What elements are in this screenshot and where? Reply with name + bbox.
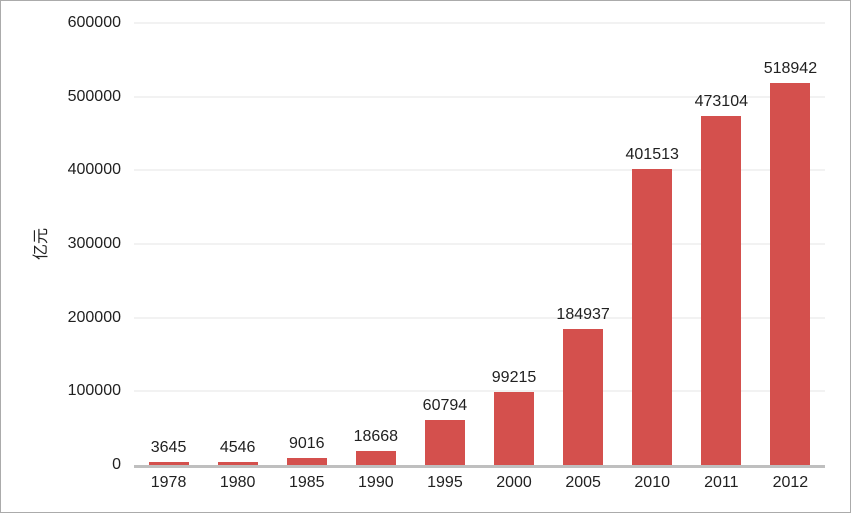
bar: 4546	[217, 439, 258, 465]
gridline	[134, 95, 825, 98]
y-tick-label: 300000	[67, 235, 121, 252]
bar: 473104	[695, 93, 748, 465]
x-tick-label: 1995	[427, 474, 463, 491]
x-tick-label: 1990	[358, 474, 394, 491]
bar-value-label: 473104	[694, 93, 748, 111]
bar: 60794	[423, 397, 467, 465]
bar: 3645	[148, 439, 189, 465]
bar: 401513	[626, 146, 679, 465]
bar: 184937	[556, 306, 610, 465]
x-tick-label: 2000	[496, 474, 532, 491]
gridline	[134, 169, 825, 172]
gridline	[134, 22, 825, 24]
bar-value-label: 18668	[353, 428, 399, 446]
bar-cell: 60794	[410, 23, 479, 465]
gridline	[134, 316, 825, 319]
x-axis-tick-labels: 1978 1980 1985 1990 1995 2000 2005 2010 2011 2012	[134, 474, 825, 492]
x-tick-label: 2005	[565, 474, 601, 491]
bar-cell: 184937	[549, 23, 618, 465]
y-tick-label: 600000	[67, 14, 121, 31]
gridline	[134, 243, 825, 245]
bar-value-label: 3645	[150, 439, 187, 457]
x-tick-label: 1980	[219, 474, 256, 491]
bar: 18668	[354, 428, 398, 465]
y-tick-label: 500000	[67, 87, 121, 105]
bar-cell: 473104	[687, 23, 756, 465]
gridline	[134, 390, 825, 393]
x-tick-label: 2011	[704, 474, 739, 491]
bar-cell: 9016	[272, 23, 341, 465]
bar-cell: 18668	[341, 23, 410, 465]
x-axis-baseline	[134, 465, 825, 468]
bar-cell: 99215	[479, 23, 548, 465]
x-tick-label: 2010	[634, 474, 670, 491]
bar-value-label: 401513	[625, 146, 679, 164]
bar-cell: 3645	[134, 23, 203, 465]
y-tick-label: 0	[112, 456, 121, 473]
bar: 518942	[764, 60, 817, 465]
x-tick-label: 2012	[772, 474, 809, 491]
x-tick-label: 1985	[288, 474, 325, 491]
bar-value-label: 99215	[491, 368, 537, 386]
bars: 3645 4546 9016 18668 60794 99215 184937 401513 4…	[134, 23, 825, 465]
bar-cell: 4546	[203, 23, 272, 465]
bar: 99215	[492, 369, 536, 465]
bar-cell: 401513	[618, 23, 687, 465]
plot-area: 3645 4546 9016 18668 60794 99215 184937 401513 4…	[134, 22, 825, 468]
bar-value-label: 60794	[422, 397, 468, 415]
bar-value-label: 9016	[288, 435, 325, 453]
bar-value-label: 518942	[763, 59, 818, 77]
bar-cell: 518942	[756, 23, 825, 465]
bar-value-label: 184937	[556, 305, 610, 323]
y-axis-tick-labels: 0 100000 200000 300000 400000 500000 600000	[1, 14, 121, 473]
y-tick-label: 100000	[67, 382, 121, 400]
bar-value-label: 4546	[219, 438, 256, 456]
y-tick-label: 200000	[67, 308, 121, 326]
y-tick-label: 400000	[67, 161, 121, 179]
bar: 9016	[286, 435, 327, 465]
x-tick-label: 1978	[150, 474, 187, 491]
